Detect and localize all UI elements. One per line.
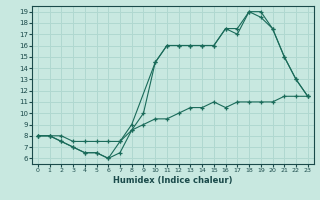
X-axis label: Humidex (Indice chaleur): Humidex (Indice chaleur) (113, 176, 233, 185)
